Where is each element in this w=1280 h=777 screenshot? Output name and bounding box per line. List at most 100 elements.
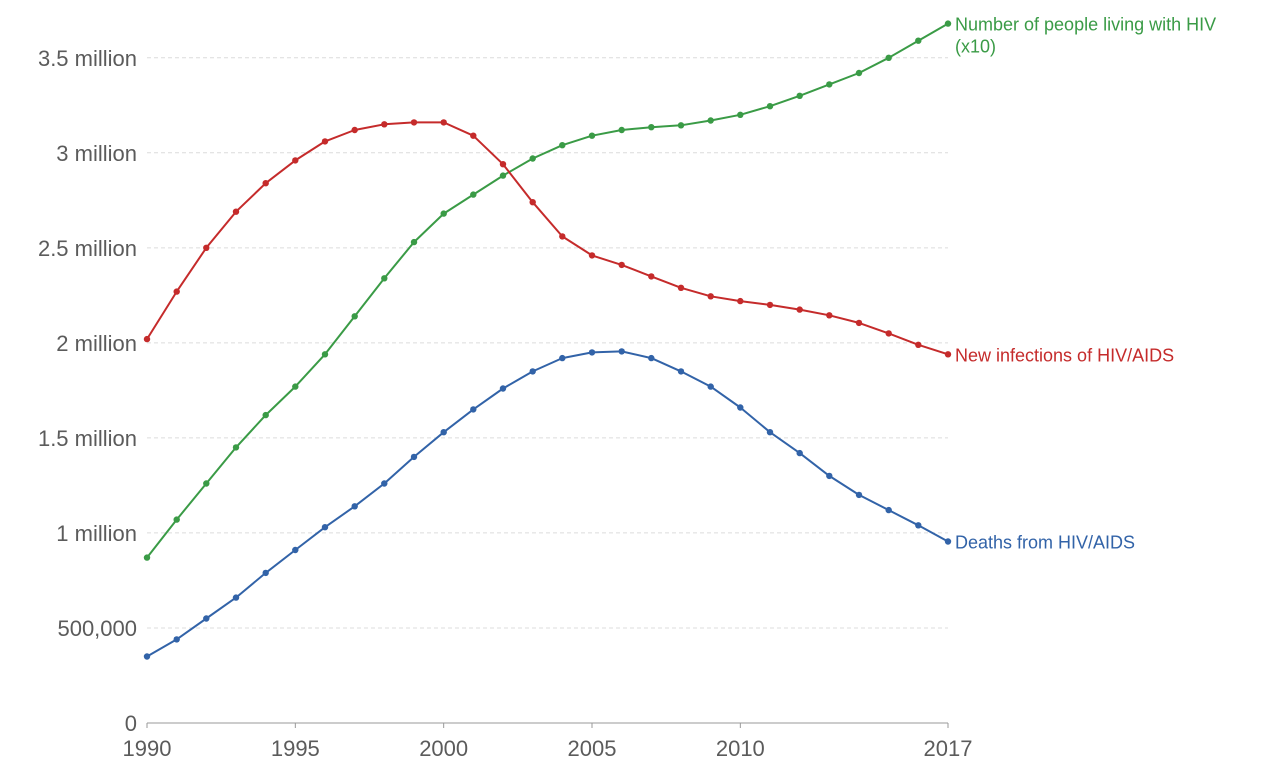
series-0 xyxy=(143,20,952,561)
data-point xyxy=(737,297,744,305)
data-point xyxy=(944,351,952,358)
data-point xyxy=(648,273,655,280)
x-tick-label: 2017 xyxy=(924,736,973,761)
y-axis: 0 500,000 1 million 1.5 million 2 million 2.5… xyxy=(38,46,137,736)
data-point xyxy=(410,238,418,246)
series-label-line: Deaths from HIV/AIDS xyxy=(955,532,1135,552)
series-label: Number of people living with HIV (x10) xyxy=(955,15,1216,57)
data-point xyxy=(677,368,685,375)
data-point xyxy=(559,354,566,362)
y-tick-label: 2.5 million xyxy=(38,236,137,261)
data-point xyxy=(766,103,774,110)
data-point xyxy=(529,368,536,375)
series-labels: Number of people living with HIV (x10) New… xyxy=(955,15,1216,553)
y-tick-label: 2 million xyxy=(56,331,137,356)
series-label-line: New infections of HIV/AIDS xyxy=(955,345,1174,365)
data-point xyxy=(203,615,210,622)
data-point xyxy=(470,132,477,139)
data-point xyxy=(707,117,714,124)
grid-layer xyxy=(147,57,948,629)
x-tick-label: 1995 xyxy=(271,736,320,761)
y-tick-label: 1 million xyxy=(56,521,137,546)
data-point xyxy=(915,37,922,44)
data-point xyxy=(559,142,566,149)
data-point xyxy=(737,111,744,119)
x-tick-label: 1990 xyxy=(123,736,172,761)
data-point xyxy=(173,516,180,523)
data-point xyxy=(143,335,151,343)
data-point xyxy=(381,121,388,128)
data-point xyxy=(766,429,774,436)
data-point xyxy=(381,480,388,487)
data-point xyxy=(262,180,269,187)
data-point xyxy=(232,594,240,601)
data-point xyxy=(796,92,803,100)
data-point xyxy=(855,491,863,499)
data-point xyxy=(410,453,418,461)
data-point xyxy=(143,554,151,561)
data-point xyxy=(707,383,714,390)
series-line xyxy=(146,121,949,356)
data-point xyxy=(766,301,774,309)
data-point xyxy=(203,244,210,251)
x-tick-label: 2010 xyxy=(716,736,765,761)
data-point xyxy=(677,284,685,291)
data-point xyxy=(470,406,477,413)
data-point xyxy=(737,404,744,411)
data-point xyxy=(559,233,566,240)
data-point xyxy=(677,122,685,129)
y-tick-label: 0 xyxy=(125,711,137,736)
data-point xyxy=(796,449,803,457)
data-point xyxy=(440,429,447,436)
data-point xyxy=(618,126,625,134)
data-point xyxy=(292,157,299,164)
data-point xyxy=(885,330,892,337)
data-point xyxy=(262,411,269,419)
data-point xyxy=(410,119,418,126)
data-point xyxy=(885,506,892,514)
data-point xyxy=(262,569,269,577)
data-point xyxy=(855,69,863,77)
series-label: New infections of HIV/AIDS xyxy=(955,345,1174,365)
data-point xyxy=(173,636,180,643)
data-point xyxy=(648,354,655,362)
data-point xyxy=(529,199,536,206)
data-point xyxy=(292,383,299,390)
data-point xyxy=(826,81,833,88)
y-tick-label: 1.5 million xyxy=(38,426,137,451)
data-point xyxy=(232,208,240,215)
data-point xyxy=(826,312,833,319)
data-point xyxy=(855,319,863,327)
series-label: Deaths from HIV/AIDS xyxy=(955,532,1135,552)
data-point xyxy=(915,522,922,529)
data-point xyxy=(470,191,477,198)
x-tick-label: 2005 xyxy=(568,736,617,761)
data-point xyxy=(381,275,388,282)
series-label-line: (x10) xyxy=(955,37,996,57)
data-point xyxy=(944,538,952,545)
data-point xyxy=(173,288,180,295)
data-point xyxy=(203,480,210,487)
x-axis: 1990 1995 2000 2005 2010 2017 xyxy=(123,722,973,761)
data-point xyxy=(618,348,625,355)
y-tick-label: 3.5 million xyxy=(38,46,137,71)
data-point xyxy=(499,172,507,179)
data-point xyxy=(321,351,329,358)
series-line xyxy=(146,22,949,559)
series-label-line: Number of people living with HIV xyxy=(955,15,1216,35)
data-point xyxy=(915,341,922,348)
series-layer xyxy=(143,20,952,660)
data-point xyxy=(826,472,833,480)
y-tick-label: 500,000 xyxy=(57,616,137,641)
data-point xyxy=(499,385,507,392)
data-point xyxy=(321,524,329,531)
data-point xyxy=(707,293,714,300)
data-point xyxy=(232,444,240,451)
x-tick-label: 2000 xyxy=(419,736,468,761)
data-point xyxy=(885,54,892,61)
data-point xyxy=(588,252,596,259)
y-tick-label: 3 million xyxy=(56,141,137,166)
data-point xyxy=(796,306,803,313)
data-point xyxy=(618,261,625,269)
data-point xyxy=(351,313,358,320)
